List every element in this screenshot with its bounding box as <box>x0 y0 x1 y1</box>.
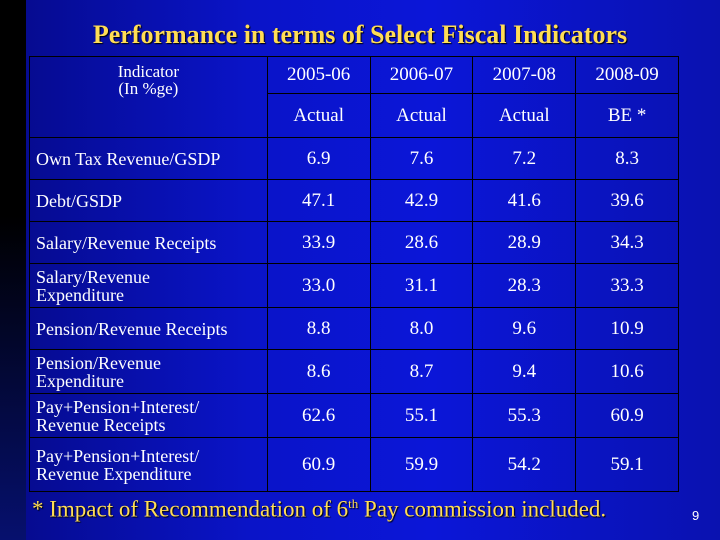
indicator-value: 8.6 <box>266 349 371 394</box>
indicator-label-line: Own Tax Revenue/GSDP <box>36 148 221 169</box>
indicator-value: 10.6 <box>575 349 679 394</box>
footnote-text: * Impact of Recommendation of 6 <box>32 496 349 522</box>
footnote-text-end: Pay commission included. <box>358 496 607 522</box>
indicator-label: Pay+Pension+Interest/Revenue Receipts <box>29 393 268 438</box>
indicator-label-line: Pay+Pension+Interest/ <box>36 396 200 417</box>
indicator-header-line1: Indicator <box>117 62 180 81</box>
indicator-value: 41.6 <box>472 179 577 222</box>
indicator-value: 8.0 <box>369 307 474 350</box>
indicator-label: Debt/GSDP <box>29 179 268 222</box>
table-row: Pay+Pension+Interest/Revenue Receipts 62.… <box>29 393 679 438</box>
table-row: Debt/GSDP 47.1 42.9 41.6 39.6 <box>29 179 679 222</box>
indicator-value: 62.6 <box>266 393 371 438</box>
indicator-label: Salary/Revenue Expenditure <box>29 263 268 308</box>
fiscal-indicators-table: Indicator (In %ge) 2005-06 2006-07 2007-… <box>29 56 679 492</box>
indicator-label: Own Tax Revenue/GSDP <box>29 137 268 180</box>
indicator-value: 8.7 <box>369 349 474 394</box>
indicator-label: Pension/Revenue Expenditure <box>29 349 268 394</box>
indicator-value: 33.9 <box>266 221 371 264</box>
indicator-value: 8.3 <box>575 137 679 180</box>
table-row: Pension/Revenue Receipts 8.8 8.0 9.6 10.9 <box>29 307 679 350</box>
indicator-value: 60.9 <box>575 393 679 438</box>
indicator-value: 59.1 <box>575 437 679 492</box>
year-header: 2006-07 <box>369 56 474 94</box>
indicator-value: 55.3 <box>472 393 577 438</box>
indicator-label-line: Debt/GSDP <box>36 190 123 211</box>
indicator-value: 47.1 <box>266 179 371 222</box>
indicator-value: 28.3 <box>472 263 577 308</box>
table-row: Pay+Pension+Interest/Revenue Expenditure… <box>29 437 679 492</box>
indicator-label: Pension/Revenue Receipts <box>29 307 268 350</box>
indicator-header-line2: (In %ge) <box>118 79 179 98</box>
indicator-label-line: Pay+Pension+Interest/ <box>36 445 200 466</box>
indicator-header: Indicator (In %ge) <box>29 56 268 138</box>
indicator-value: 59.9 <box>369 437 474 492</box>
indicator-label-line: Salary/Revenue <box>36 266 150 287</box>
indicator-value: 6.9 <box>266 137 371 180</box>
table-row: Salary/Revenue Receipts 33.9 28.6 28.9 34.3 <box>29 221 679 264</box>
indicator-value: 28.9 <box>472 221 577 264</box>
indicator-value: 7.6 <box>369 137 474 180</box>
indicator-value: 28.6 <box>369 221 474 264</box>
status-header: Actual <box>472 93 577 138</box>
indicator-value: 55.1 <box>369 393 474 438</box>
indicator-value: 8.8 <box>266 307 371 350</box>
header-row-status: Actual Actual Actual BE * <box>30 93 679 138</box>
indicator-label-line: Revenue Receipts <box>36 414 166 435</box>
indicator-label-line: Revenue Expenditure <box>36 463 192 484</box>
indicator-label: Pay+Pension+Interest/Revenue Expenditure <box>29 437 268 492</box>
table-body: Own Tax Revenue/GSDP 6.9 7.6 7.2 8.3 Debt/GSD… <box>29 137 679 492</box>
indicator-value: 7.2 <box>472 137 577 180</box>
indicator-value: 39.6 <box>575 179 679 222</box>
indicator-value: 33.3 <box>575 263 679 308</box>
page-number: 9 <box>692 508 700 523</box>
indicator-value: 54.2 <box>472 437 577 492</box>
indicator-label-line: Salary/Revenue Receipts <box>36 232 217 253</box>
status-header: Actual <box>369 93 474 138</box>
indicator-value: 33.0 <box>266 263 371 308</box>
year-header: 2005-06 <box>266 56 371 94</box>
left-decorative-band <box>0 0 26 540</box>
indicator-value: 9.6 <box>472 307 577 350</box>
indicator-value: 10.9 <box>575 307 679 350</box>
indicator-label-line: Expenditure <box>36 284 124 305</box>
indicator-value: 9.4 <box>472 349 577 394</box>
indicator-value: 60.9 <box>266 437 371 492</box>
indicator-label: Salary/Revenue Receipts <box>29 221 268 264</box>
table-row: Salary/Revenue Expenditure 33.0 31.1 28.3 33.… <box>29 263 679 308</box>
status-header: Actual <box>266 93 371 138</box>
table-row: Pension/Revenue Expenditure 8.6 8.7 9.4 10.6 <box>29 349 679 394</box>
indicator-value: 42.9 <box>369 179 474 222</box>
indicator-label-line: Pension/Revenue <box>36 352 161 373</box>
footnote: * Impact of Recommendation of 6th Pay co… <box>32 496 606 523</box>
indicator-value: 31.1 <box>369 263 474 308</box>
indicator-label-line: Expenditure <box>36 370 124 391</box>
year-header: 2008-09 <box>575 56 679 94</box>
header-row-years: Indicator (In %ge) 2005-06 2006-07 2007-… <box>29 56 679 138</box>
slide-title: Performance in terms of Select Fiscal In… <box>92 20 628 49</box>
indicator-label-line: Pension/Revenue Receipts <box>36 318 228 339</box>
status-header: BE * <box>575 93 679 138</box>
footnote-superscript: th <box>348 496 359 511</box>
year-header: 2007-08 <box>472 56 577 94</box>
indicator-value: 34.3 <box>575 221 679 264</box>
table-row: Own Tax Revenue/GSDP 6.9 7.6 7.2 8.3 <box>29 137 679 180</box>
